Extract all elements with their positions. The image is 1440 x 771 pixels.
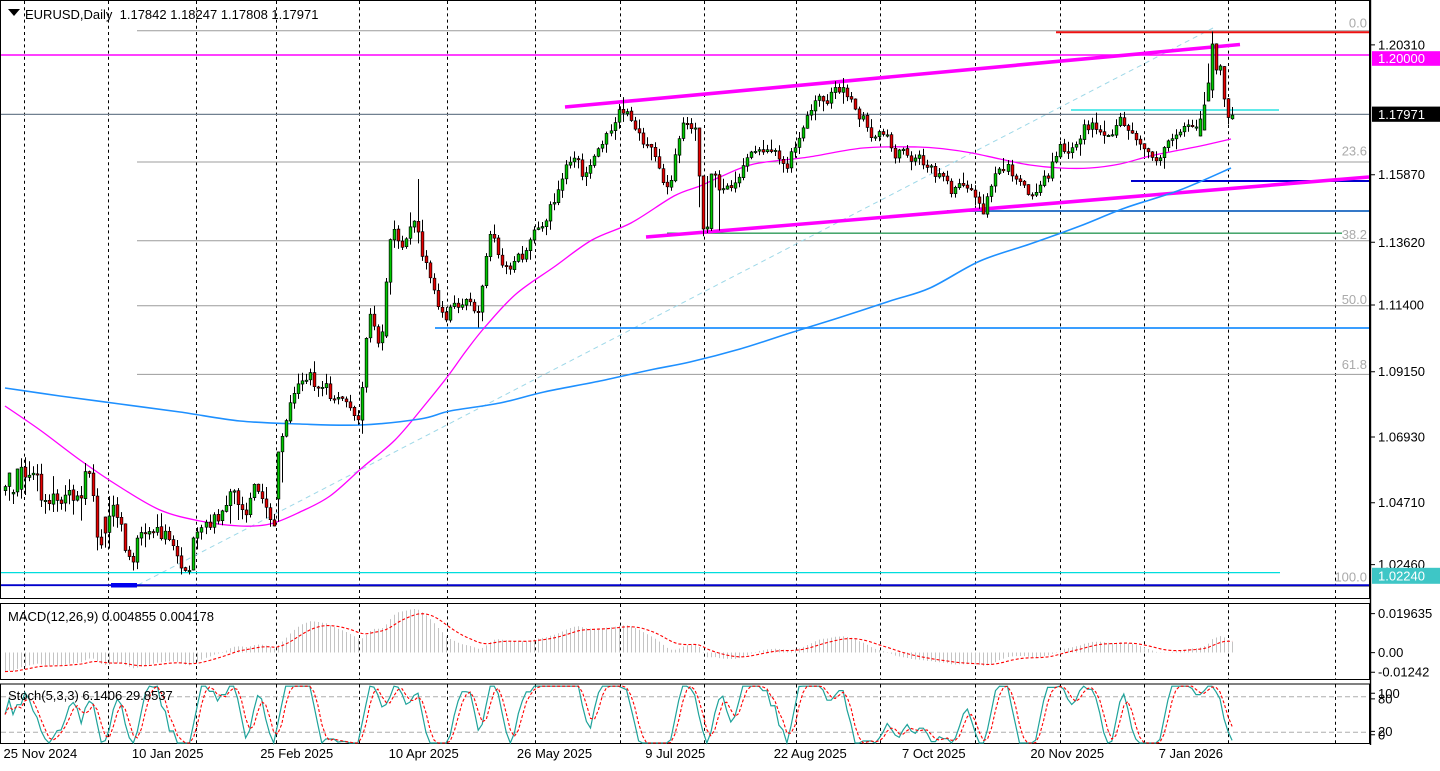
svg-text:0: 0 [1378,727,1385,742]
svg-text:0.019635: 0.019635 [1378,606,1432,621]
svg-text:1.13620: 1.13620 [1378,235,1425,250]
svg-text:100.0: 100.0 [1334,570,1367,585]
svg-text:0.00: 0.00 [1378,645,1403,660]
svg-text:7 Jan 2026: 7 Jan 2026 [1159,746,1223,761]
svg-text:25 Nov 2024: 25 Nov 2024 [4,746,78,761]
svg-text:1.04710: 1.04710 [1378,495,1425,510]
svg-text:25 Feb 2025: 25 Feb 2025 [260,746,333,761]
svg-text:20: 20 [1378,724,1392,739]
svg-text:1.11400: 1.11400 [1378,298,1424,313]
svg-text:1.20000: 1.20000 [1378,51,1425,66]
svg-text:80: 80 [1378,691,1392,706]
svg-text:23.6: 23.6 [1342,144,1367,159]
svg-text:1.15870: 1.15870 [1378,167,1425,182]
svg-text:1.20310: 1.20310 [1378,37,1425,52]
svg-text:0.0: 0.0 [1349,16,1367,31]
svg-text:1.09150: 1.09150 [1378,364,1425,379]
svg-text:50.0: 50.0 [1342,292,1367,307]
svg-text:22 Aug 2025: 22 Aug 2025 [774,746,847,761]
svg-text:1.02240: 1.02240 [1378,569,1425,584]
svg-text:26 May 2025: 26 May 2025 [517,746,592,761]
svg-text:38.2: 38.2 [1342,227,1367,242]
svg-text:Stoch(5,3,3) 6.1406 29.8537: Stoch(5,3,3) 6.1406 29.8537 [8,688,173,703]
svg-text:20 Nov 2025: 20 Nov 2025 [1030,746,1104,761]
svg-text:10 Apr 2025: 10 Apr 2025 [389,746,459,761]
svg-text:10 Jan 2025: 10 Jan 2025 [132,746,204,761]
svg-text:-0.01242: -0.01242 [1378,665,1429,680]
svg-text:100: 100 [1378,686,1400,701]
svg-text:1.06930: 1.06930 [1378,430,1425,445]
svg-text:EURUSD,Daily 1.17842 1.18247: EURUSD,Daily 1.17842 1.18247 1.17808 1.1… [25,7,318,22]
svg-text:61.8: 61.8 [1342,357,1367,372]
svg-text:7 Oct 2025: 7 Oct 2025 [902,746,966,761]
svg-text:MACD(12,26,9) 0.004855 0.00417: MACD(12,26,9) 0.004855 0.004178 [8,609,214,624]
svg-text:1.17971: 1.17971 [1378,107,1425,122]
svg-text:9 Jul 2025: 9 Jul 2025 [645,746,705,761]
